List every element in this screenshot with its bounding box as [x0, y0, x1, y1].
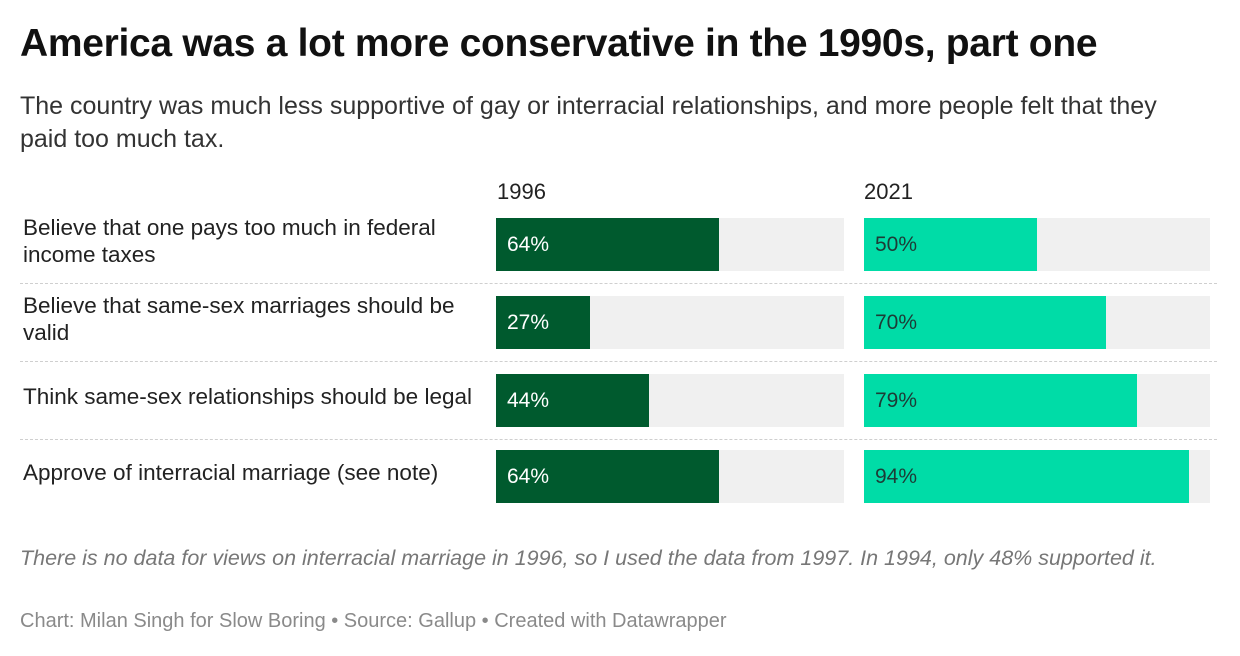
bar-value-label-2021: 70%	[875, 311, 918, 334]
bar-2021	[864, 450, 1190, 503]
chart-footer: Chart: Milan Singh for Slow Boring • Sou…	[20, 610, 727, 632]
category-label: Believe that one pays too much in federa…	[23, 214, 436, 267]
category-label: Believe that same-sex marriages should b…	[23, 292, 455, 345]
row-divider	[20, 361, 1217, 362]
bar-value-label-1996: 64%	[507, 465, 550, 488]
column-header-1996: 1996	[497, 179, 546, 204]
chart-title: America was a lot more conservative in t…	[20, 22, 1098, 65]
category-label: Approve of interracial marriage (see not…	[23, 460, 439, 485]
bar-1996	[496, 450, 719, 503]
chart-subtitle: The country was much less supportive of …	[20, 92, 1157, 153]
chart-row: Approve of interracial marriage (see not…	[20, 434, 1210, 511]
chart-note: There is no data for views on interracia…	[20, 546, 1157, 570]
bar-value-label-2021: 50%	[875, 233, 918, 256]
bar-track-2021: 50%	[864, 218, 1210, 271]
bar-value-label-1996: 27%	[507, 311, 550, 334]
chart-row: Think same-sex relationships should be l…	[20, 358, 1210, 435]
chart-row: Believe that same-sex marriages should b…	[20, 280, 1210, 357]
bar-track-2021: 94%	[864, 450, 1210, 503]
bar-1996	[496, 374, 650, 427]
bar-2021	[864, 218, 1037, 271]
bar-track-1996: 64%	[496, 218, 844, 271]
bar-value-label-1996: 64%	[507, 233, 550, 256]
bar-value-label-2021: 79%	[875, 389, 918, 412]
row-divider	[20, 439, 1217, 440]
bar-track-2021: 79%	[864, 374, 1210, 427]
bar-track-1996: 44%	[496, 374, 844, 427]
chart-row: Believe that one pays too much in federa…	[20, 202, 1210, 279]
bar-track-1996: 27%	[496, 296, 844, 349]
bar-1996	[496, 218, 719, 271]
bar-2021	[864, 296, 1107, 349]
category-label: Think same-sex relationships should be l…	[23, 384, 472, 409]
bar-value-label-2021: 94%	[875, 465, 918, 488]
bar-value-label-1996: 44%	[507, 389, 550, 412]
bar-track-2021: 70%	[864, 296, 1210, 349]
bar-2021	[864, 374, 1138, 427]
bar-1996	[496, 296, 590, 349]
bar-track-1996: 64%	[496, 450, 844, 503]
column-header-2021: 2021	[864, 179, 913, 204]
row-divider	[20, 283, 1217, 284]
